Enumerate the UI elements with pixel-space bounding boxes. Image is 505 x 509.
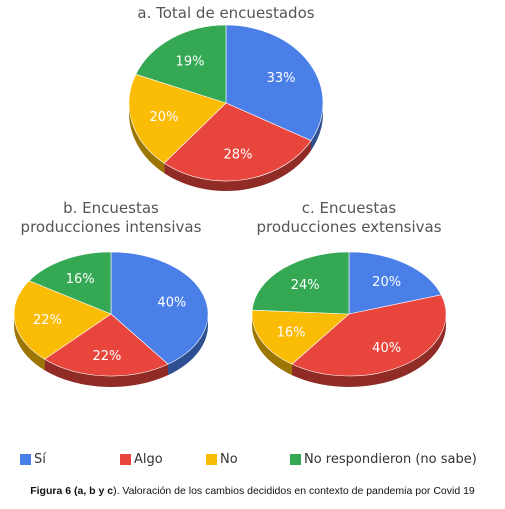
pie-a-label-algo: 28% (224, 148, 253, 163)
legend-swatch-si (20, 454, 31, 465)
pie-a-slice-no-respondieron (135, 24, 227, 104)
pie-c-wall-no (252, 314, 292, 376)
pie-c-label-no: 16% (277, 325, 306, 340)
caption-rest: ). Valoración de los cambios decididos e… (113, 485, 475, 497)
pie-b-slice-algo (44, 313, 169, 377)
pie-c-label-si: 20% (372, 275, 401, 290)
pie-a-title-line-0: a. Total de encuestados (137, 4, 314, 22)
legend-swatch-no-respondieron (290, 454, 301, 465)
pie-c-slice-si (348, 251, 442, 315)
pie-b-label-si: 40% (157, 295, 186, 310)
pie-c-title-line-0: c. Encuestas (302, 199, 397, 217)
legend-item-si: Sí (20, 452, 46, 467)
pie-c-wall-algo (291, 314, 446, 387)
pie-c-label-no-respondieron: 24% (291, 278, 320, 293)
legend: Sí Algo No No respondieron (no sabe) (20, 452, 490, 468)
pie-c-slice-no-respondieron (251, 251, 350, 315)
pie-a-slice-algo (163, 102, 312, 182)
pie-a-label-no-respondieron: 19% (176, 54, 205, 69)
pie-a-label-si: 33% (267, 71, 296, 86)
legend-swatch-algo (120, 454, 131, 465)
legend-label-algo: Algo (134, 452, 163, 467)
pie-a-slice-no (128, 73, 227, 164)
legend-swatch-no (206, 454, 217, 465)
pie-b-slice-si (110, 251, 209, 365)
pie-b-wall-algo (44, 359, 169, 387)
pie-b-title-line-0: b. Encuestas (63, 199, 159, 217)
legend-item-no-respondieron: No respondieron (no sabe) (290, 452, 477, 467)
pie-b-title-line-1: producciones intensivas (21, 218, 202, 236)
pie-c-label-algo: 40% (372, 341, 401, 356)
pie-c-slice-no (251, 309, 350, 365)
legend-label-si: Sí (34, 452, 46, 467)
pie-c-slice-algo (291, 294, 447, 377)
pie-b-wall-si (168, 314, 208, 376)
pie-a-label-no: 20% (150, 110, 179, 125)
pie-c-title-line-1: producciones extensivas (256, 218, 441, 236)
pie-b-slice-no (13, 280, 112, 360)
pie-b-slice-no-respondieron (28, 251, 112, 315)
legend-item-algo: Algo (120, 452, 163, 467)
figure-caption: Figura 6 (a, b y c). Valoración de los c… (0, 485, 505, 497)
legend-label-no-respondieron: No respondieron (no sabe) (304, 452, 477, 467)
pie-b-label-no: 22% (33, 313, 62, 328)
caption-bold: Figura 6 (a, b y c (30, 485, 114, 497)
pie-b-wall-no (14, 314, 45, 371)
legend-label-no: No (220, 452, 238, 467)
pie-b-label-no-respondieron: 16% (66, 272, 95, 287)
legend-item-no: No (206, 452, 238, 467)
pie-a-wall-no (129, 103, 165, 174)
pie-a-slice-si (225, 24, 324, 141)
pie-a-wall-si (311, 103, 323, 151)
pie-b-label-algo: 22% (93, 349, 122, 364)
